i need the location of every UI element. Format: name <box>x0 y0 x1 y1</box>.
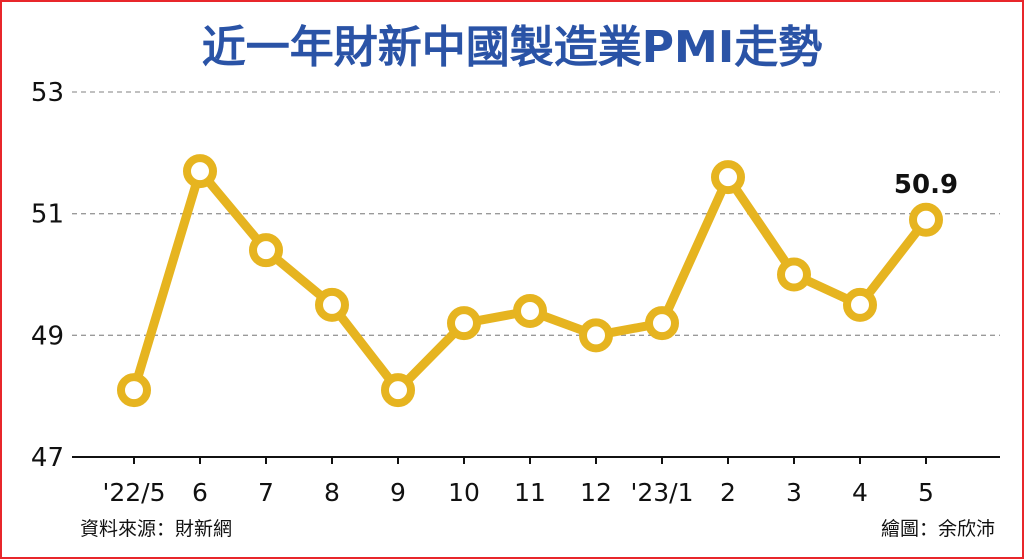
x-tick-label: 8 <box>324 478 340 507</box>
x-tick-label: 9 <box>390 478 406 507</box>
x-tick-label: '23/1 <box>630 478 693 507</box>
y-tick-label: 47 <box>31 443 64 473</box>
data-point <box>579 318 613 353</box>
x-tick-label: 6 <box>192 478 208 507</box>
x-tick-label: 3 <box>786 478 802 507</box>
y-axis-ticks: 53 51 49 47 <box>31 78 64 473</box>
chart-title: 近一年財新中國製造業PMI走勢 <box>202 22 822 73</box>
x-tick-label: 12 <box>580 478 612 507</box>
data-point <box>909 202 943 237</box>
data-point <box>117 373 151 408</box>
credit-note: 繪圖：余欣沛 <box>881 518 995 540</box>
data-point <box>843 287 877 322</box>
x-tick-label: 11 <box>514 478 546 507</box>
source-note: 資料來源：財新網 <box>80 518 232 540</box>
data-point <box>249 233 283 268</box>
x-tick-label: 4 <box>852 478 868 507</box>
grid-lines <box>72 91 1000 336</box>
x-tick-label: 10 <box>448 478 480 507</box>
series-pmi <box>117 154 943 408</box>
data-point <box>645 306 679 341</box>
y-tick-label: 51 <box>31 200 64 230</box>
data-point <box>447 306 481 341</box>
x-tick-label: '22/5 <box>102 478 165 507</box>
data-point <box>315 287 349 322</box>
data-point <box>183 154 217 189</box>
x-tick-label: 5 <box>918 478 934 507</box>
x-tick-label: 2 <box>720 478 736 507</box>
x-tick-label: 7 <box>258 478 274 507</box>
y-tick-label: 49 <box>31 321 64 351</box>
data-point <box>777 257 811 292</box>
data-point <box>711 160 745 195</box>
data-label: 50.9 <box>894 170 958 200</box>
y-tick-label: 53 <box>31 78 64 108</box>
data-point <box>513 294 547 328</box>
data-point <box>381 373 415 408</box>
annotations: 50.9 <box>894 170 958 200</box>
x-axis-ticks: '22/5 6 7 8 9 10 11 12 '23/1 2 3 4 5 <box>102 457 934 507</box>
